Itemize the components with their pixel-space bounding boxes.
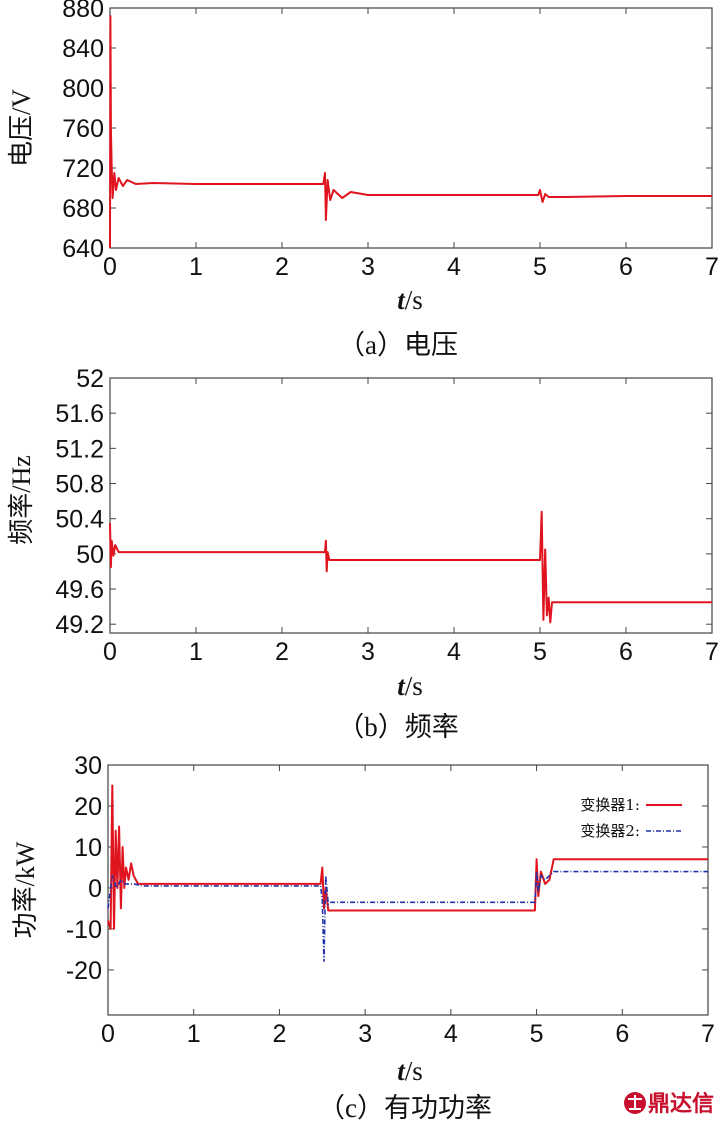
panel-c-x-tick-label: 2 (272, 1020, 286, 1048)
panel-a-x-tick-label: 3 (361, 253, 375, 281)
panel-c-caption: （c）有功功率 (318, 1093, 492, 1123)
panel-b-y-tick-label: 52 (76, 365, 104, 393)
panel-b-x-tick-label: 6 (619, 638, 633, 666)
panel-a-xlabel: t/s (397, 285, 423, 315)
panel-b-ylabel: 频率/Hz (7, 455, 36, 545)
panel-b-y-tick-label: 50.4 (55, 506, 104, 534)
panel-c-xlabel: t/s (397, 1056, 423, 1086)
panel-a-x-tick-label: 5 (533, 253, 547, 281)
panel-b-axis-frame (109, 377, 713, 634)
panel-c-series-line-1 (107, 784, 708, 930)
panel-c-legend: 变换器1: 变换器2: (580, 796, 682, 840)
panel-b-y-tick-label: 51.6 (55, 400, 104, 428)
panel-a-x-tick-label: 7 (705, 253, 719, 281)
panel-b-x-tick-label: 0 (103, 638, 117, 666)
legend-label-converter-2: 变换器2: (580, 822, 640, 840)
panel-a-y-tick-label: 880 (62, 0, 104, 23)
panel-a-y-tick-label: 640 (62, 235, 104, 263)
panel-c-x-tick-label: 3 (358, 1020, 372, 1048)
panel-b-xlabel-unit: /s (405, 671, 423, 701)
panel-a-y-tick-label: 680 (62, 195, 104, 223)
panel-c-x-tick-label: 1 (187, 1020, 201, 1048)
panel-a-y-tick-label: 800 (62, 75, 104, 103)
panel-b-marks: 0 1 2 3 4 5 6 7 49.2 49.6 50 50.4 50.8 51.2 51.6 52 (55, 365, 719, 666)
panel-b-x-tick-label: 7 (705, 638, 719, 666)
panel-a-xlabel-unit: /s (405, 285, 423, 315)
panel-a-x-tick-label: 4 (447, 253, 461, 281)
panel-b-x-tick-label: 1 (189, 638, 203, 666)
panel-a-x-tick-label: 2 (275, 253, 289, 281)
panel-a-series-line-1 (109, 15, 712, 249)
watermark-text: 鼎达信 (648, 1091, 714, 1117)
panel-c-series-line-2 (107, 870, 708, 962)
panel-c-x-tick-label: 0 (101, 1020, 115, 1048)
panel-a-y-tick-label: 760 (62, 115, 104, 143)
panel-b-y-tick-label: 49.2 (55, 611, 104, 639)
panel-a-xlabel-var: t (397, 285, 406, 315)
panel-b-x-tick-label: 2 (275, 638, 289, 666)
panel-a-caption: （a）电压 (338, 330, 458, 360)
panel-b-x-tick-label: 3 (361, 638, 375, 666)
seal-logo-icon (624, 1092, 646, 1114)
panel-c-y-tick-label: -20 (66, 957, 102, 985)
panel-a-y-tick-label: 840 (62, 35, 104, 63)
panel-b-series-line-1 (109, 510, 712, 624)
panel-a-ylabel: 电压/V (7, 89, 36, 167)
panel-a-axis-frame (109, 7, 713, 249)
panel-b-caption: （b）频率 (337, 712, 459, 742)
panel-c-y-tick-label: 10 (74, 834, 102, 862)
panel-c-y-tick-label: 30 (74, 752, 102, 780)
panel-b-y-tick-label: 49.6 (55, 576, 104, 604)
panel-c-marks: 0 1 2 3 4 5 6 7 -20 -10 0 10 20 30 (66, 752, 715, 1048)
panel-b-x-tick-label: 5 (533, 638, 547, 666)
panel-c-power: 功率/kW t/s （c）有功功率 变换器1: 变换器2: (11, 764, 709, 1123)
panel-b-y-tick-label: 50.8 (55, 471, 104, 499)
panel-b-xlabel: t/s (397, 671, 423, 701)
panel-c-x-tick-label: 4 (444, 1020, 458, 1048)
panel-a-x-tick-label: 0 (103, 253, 117, 281)
panel-c-y-tick-label: 20 (74, 793, 102, 821)
panel-c-axis-frame (107, 764, 709, 1016)
panel-c-y-tick-label: 0 (88, 875, 102, 903)
panel-a-marks: 0 1 2 3 4 5 6 7 640 680 720 760 800 840 880 (62, 0, 719, 281)
panel-c-x-tick-label: 5 (530, 1020, 544, 1048)
panel-c-xlabel-unit: /s (405, 1056, 423, 1086)
panel-a-voltage: 电压/V t/s （a）电压 (7, 7, 713, 360)
panel-c-y-tick-label: -10 (66, 916, 102, 944)
panel-b-y-tick-label: 51.2 (55, 435, 104, 463)
panel-b-x-tick-label: 4 (447, 638, 461, 666)
panel-b-y-tick-label: 50 (76, 541, 104, 569)
panel-c-ylabel: 功率/kW (11, 841, 40, 938)
panel-b-xlabel-var: t (397, 671, 406, 701)
panel-c-x-tick-label: 6 (615, 1020, 629, 1048)
panel-c-xlabel-var: t (397, 1056, 406, 1086)
panel-c-x-tick-label: 7 (701, 1020, 715, 1048)
panel-a-y-tick-label: 720 (62, 155, 104, 183)
panel-a-x-tick-label: 6 (619, 253, 633, 281)
watermark: 鼎达信 (624, 1091, 714, 1117)
panel-b-frequency: 频率/Hz t/s （b）频率 (7, 377, 713, 742)
legend-label-converter-1: 变换器1: (580, 796, 640, 814)
panel-a-x-tick-label: 1 (189, 253, 203, 281)
